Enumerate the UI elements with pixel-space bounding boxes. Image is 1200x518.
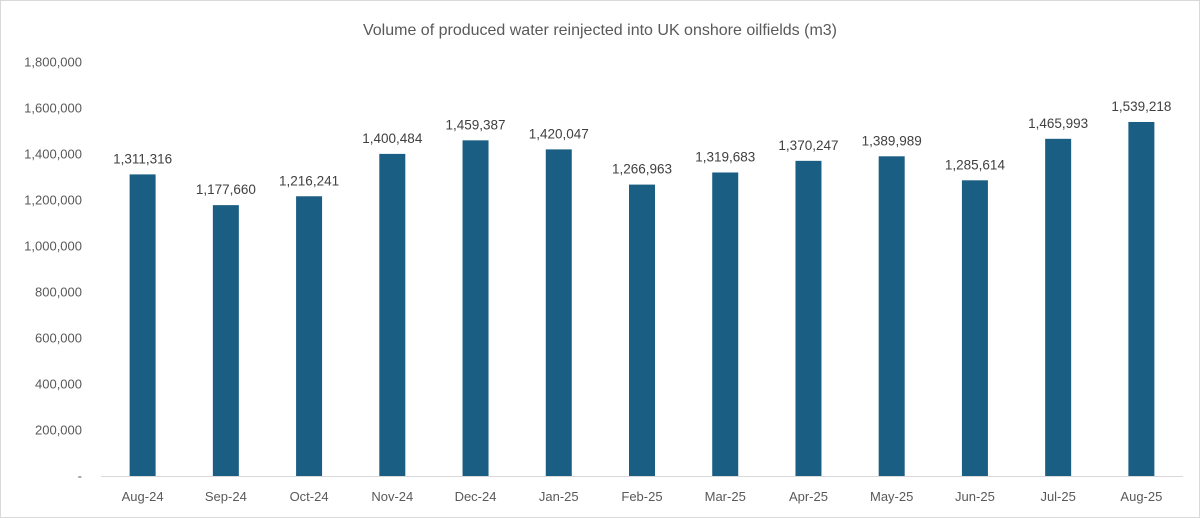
data-label: 1,177,660 (196, 182, 256, 197)
x-tick-label: Aug-24 (122, 489, 164, 504)
x-axis-ticks: Aug-24 Sep-24 Oct-24 Nov-24 Dec-24 Jan-25 Feb-… (122, 489, 1163, 504)
x-tick-label: Sep-24 (205, 489, 247, 504)
bar (462, 140, 489, 476)
y-tick-label: 1,200,000 (24, 193, 82, 208)
bar (961, 180, 988, 476)
chart-title: Volume of produced water reinjected into… (363, 22, 837, 39)
data-label: 1,400,484 (362, 131, 423, 146)
data-label: 1,319,683 (695, 149, 755, 164)
data-label: 1,539,218 (1111, 99, 1171, 114)
y-tick-label: 1,000,000 (24, 239, 82, 254)
bar (296, 196, 323, 476)
bar (795, 160, 822, 476)
y-tick-label: 1,800,000 (24, 55, 82, 70)
data-label: 1,216,241 (279, 173, 339, 188)
x-tick-label: Feb-25 (621, 489, 662, 504)
data-label: 1,370,247 (778, 138, 838, 153)
data-label: 1,420,047 (529, 126, 589, 141)
x-tick-label: Aug-25 (1120, 489, 1162, 504)
bar (1045, 138, 1072, 477)
x-tick-label: May-25 (870, 489, 913, 504)
bar (629, 184, 655, 476)
y-tick-label: 800,000 (35, 285, 82, 300)
data-label: 1,465,993 (1028, 116, 1088, 131)
bar (545, 149, 572, 476)
x-tick-label: Jul-25 (1040, 489, 1075, 504)
y-tick-label: 1,400,000 (24, 147, 82, 162)
data-labels: 1,311,316 1,177,660 1,216,241 1,400,484 1,45… (113, 99, 1171, 197)
data-label: 1,266,963 (612, 162, 672, 177)
data-label: 1,389,989 (862, 133, 922, 148)
bar (878, 156, 905, 476)
x-tick-label: Jun-25 (955, 489, 995, 504)
y-tick-label: 1,600,000 (24, 101, 82, 116)
x-tick-label: Mar-25 (705, 489, 746, 504)
x-tick-label: Apr-25 (789, 489, 828, 504)
data-label: 1,459,387 (446, 117, 506, 132)
bar (1128, 121, 1155, 476)
bar (212, 205, 239, 477)
x-tick-label: Nov-24 (371, 489, 413, 504)
data-label: 1,285,614 (945, 157, 1006, 172)
bar (379, 153, 406, 477)
bar (129, 174, 156, 476)
bar (712, 172, 739, 477)
x-tick-label: Jan-25 (539, 489, 579, 504)
x-tick-label: Oct-24 (290, 489, 329, 504)
y-axis-ticks: - 200,000 400,000 600,000 800,000 1,000,000 1,… (24, 55, 82, 484)
bars (129, 121, 1155, 477)
x-tick-label: Dec-24 (455, 489, 497, 504)
y-tick-label: 200,000 (35, 423, 82, 438)
data-label: 1,311,316 (113, 151, 172, 166)
y-tick-label: 400,000 (35, 377, 82, 392)
y-tick-label: 600,000 (35, 331, 82, 346)
y-tick-label: - (78, 469, 82, 484)
